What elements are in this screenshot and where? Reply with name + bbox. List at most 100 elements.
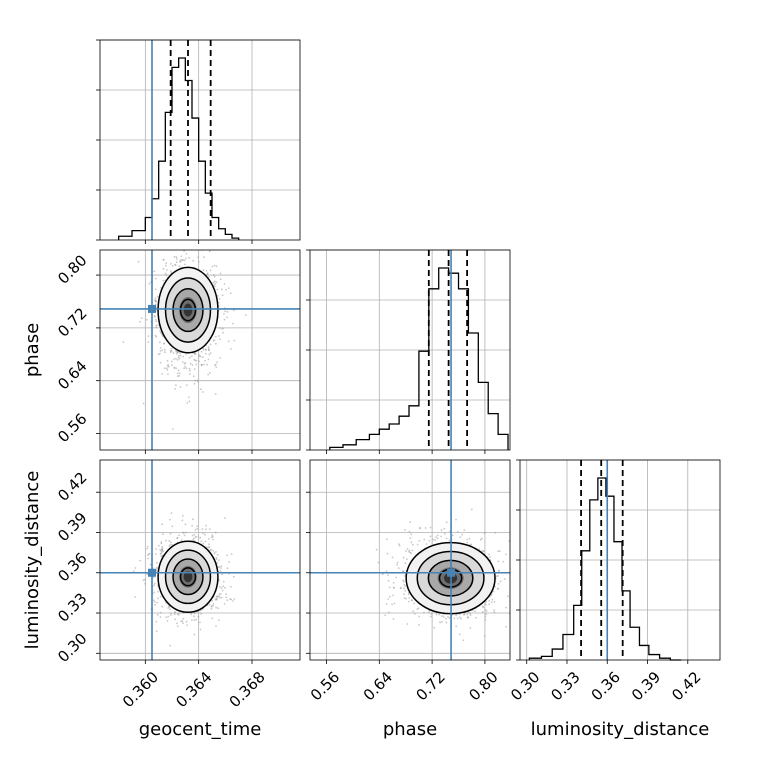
- scatter-point: [208, 546, 211, 549]
- scatter-point: [214, 393, 217, 395]
- scatter-point: [176, 359, 179, 361]
- scatter-point: [155, 326, 158, 329]
- scatter-point: [434, 539, 437, 542]
- scatter-point: [207, 346, 210, 348]
- scatter-point: [474, 610, 476, 613]
- scatter-point: [223, 283, 226, 285]
- scatter-point: [167, 363, 170, 366]
- scatter-point: [202, 348, 205, 351]
- scatter-point: [163, 342, 166, 345]
- scatter-point: [406, 548, 409, 550]
- scatter-point: [199, 628, 202, 631]
- scatter-point: [139, 320, 141, 323]
- scatter-point: [208, 276, 210, 278]
- scatter-point: [488, 553, 490, 556]
- scatter-point: [219, 338, 221, 341]
- scatter-point: [169, 270, 172, 272]
- scatter-point: [198, 355, 200, 358]
- scatter-point: [221, 328, 224, 330]
- scatter-point: [199, 621, 201, 624]
- scatter-point: [183, 534, 186, 537]
- scatter-point: [200, 388, 202, 391]
- scatter-point: [375, 548, 378, 551]
- scatter-point: [391, 556, 394, 559]
- scatter-point: [209, 269, 212, 272]
- scatter-point: [460, 617, 462, 620]
- scatter-point: [213, 280, 216, 283]
- scatter-point: [392, 618, 395, 620]
- scatter-point: [149, 563, 152, 566]
- scatter-point: [381, 573, 384, 576]
- scatter-point: [211, 534, 214, 537]
- scatter-point: [158, 352, 161, 355]
- scatter-point: [497, 587, 500, 590]
- scatter-point: [181, 519, 184, 522]
- scatter-point: [475, 616, 477, 619]
- scatter-point: [387, 574, 389, 576]
- scatter-point: [386, 552, 389, 555]
- scatter-point: [167, 373, 169, 375]
- scatter-point: [488, 556, 491, 558]
- scatter-point: [194, 379, 196, 382]
- scatter-point: [423, 611, 425, 614]
- scatter-point: [499, 580, 502, 583]
- scatter-point: [453, 617, 456, 620]
- scatter-point: [153, 270, 156, 273]
- scatter-point: [161, 523, 164, 526]
- scatter-point: [211, 599, 214, 602]
- scatter-point: [167, 607, 170, 609]
- scatter-point: [410, 541, 413, 544]
- scatter-point: [222, 585, 225, 587]
- scatter-point: [424, 527, 427, 529]
- scatter-point: [407, 600, 410, 603]
- scatter-point: [184, 263, 186, 266]
- scatter-point: [388, 586, 391, 589]
- hist-panel-luminosity_distance: 0.30 0.33 0.36 0.39 0.42: [507, 459, 721, 704]
- scatter-point: [396, 561, 399, 564]
- scatter-point: [194, 529, 197, 531]
- scatter-point: [404, 589, 407, 592]
- scatter-point: [410, 533, 413, 536]
- scatter-point: [196, 525, 199, 528]
- x-axis-label-phase: phase: [383, 719, 437, 740]
- scatter-point: [442, 616, 445, 618]
- scatter-point: [213, 339, 216, 341]
- scatter-point: [215, 606, 218, 609]
- scatter-point: [232, 600, 234, 602]
- scatter-point: [488, 599, 491, 602]
- scatter-point: [159, 330, 162, 333]
- scatter-point: [468, 537, 471, 540]
- scatter-point: [409, 551, 412, 554]
- scatter-point: [205, 270, 208, 272]
- scatter-point: [205, 524, 207, 527]
- truth-marker: [148, 568, 156, 577]
- scatter-point: [204, 348, 207, 351]
- scatter-point: [408, 549, 411, 552]
- scatter-point: [512, 566, 514, 568]
- scatter-point: [159, 350, 162, 352]
- scatter-point: [441, 620, 443, 623]
- scatter-point: [168, 606, 171, 608]
- scatter-point: [146, 545, 149, 548]
- scatter-point: [169, 543, 172, 546]
- scatter-point: [418, 624, 420, 626]
- scatter-point: [176, 372, 179, 375]
- scatter-point: [215, 366, 218, 369]
- x-tick-label: 0.64: [360, 668, 396, 704]
- scatter-point: [165, 274, 168, 277]
- scatter-point: [158, 544, 160, 547]
- scatter-point: [195, 618, 198, 621]
- scatter-point: [392, 582, 395, 584]
- scatter-point: [223, 517, 226, 519]
- scatter-point: [180, 620, 183, 623]
- scatter-point: [173, 358, 175, 360]
- scatter-point: [122, 341, 125, 344]
- scatter-point: [213, 552, 216, 555]
- scatter-point: [144, 582, 147, 585]
- scatter-point: [157, 590, 159, 593]
- scatter-point: [387, 611, 390, 614]
- scatter-point: [223, 318, 226, 321]
- contour-line: [164, 549, 212, 605]
- x-tick-label: 0.56: [307, 668, 343, 704]
